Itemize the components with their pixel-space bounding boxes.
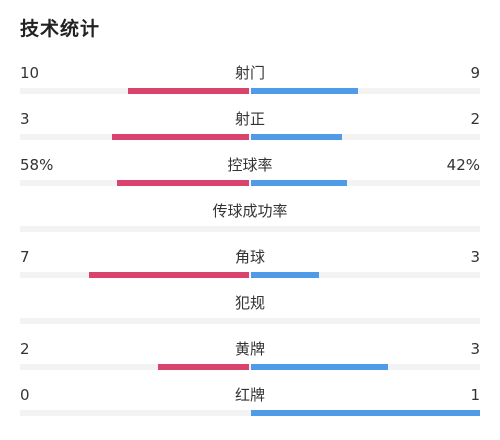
away-value: 42% <box>446 156 480 174</box>
away-value: 9 <box>470 64 480 82</box>
away-value: 1 <box>470 386 480 404</box>
home-bar <box>128 88 249 94</box>
stat-label: 控球率 <box>227 156 273 174</box>
away-bar <box>251 272 319 278</box>
home-bar <box>89 272 249 278</box>
stat-row-corners: 7 角球 3 <box>0 248 500 288</box>
stat-track <box>20 226 480 232</box>
stat-row-red-cards: 0 红牌 1 <box>0 386 500 426</box>
stat-row-fouls: 犯规 <box>0 294 500 334</box>
stat-row-shots: 10 射门 9 <box>0 64 500 104</box>
stat-row-pass-accuracy: 传球成功率 <box>0 202 500 242</box>
stat-label: 红牌 <box>234 386 265 404</box>
stat-row-shots-on-target: 3 射正 2 <box>0 110 500 150</box>
home-value: 10 <box>20 64 40 82</box>
away-bar <box>251 410 480 416</box>
stat-track <box>20 364 480 370</box>
stat-track <box>20 134 480 140</box>
stat-label: 传球成功率 <box>212 202 288 220</box>
stat-label: 犯规 <box>234 294 265 312</box>
away-bar <box>251 180 347 186</box>
stat-label: 射门 <box>234 64 265 82</box>
stat-track <box>20 180 480 186</box>
away-bar <box>251 88 359 94</box>
away-bar <box>251 364 388 370</box>
stat-row-possession: 58% 控球率 42% <box>0 156 500 196</box>
home-value: 0 <box>20 386 30 404</box>
home-bar <box>116 180 249 186</box>
stat-label: 黄牌 <box>234 340 265 358</box>
home-value: 7 <box>20 248 30 266</box>
home-bar <box>112 134 249 140</box>
home-value: 58% <box>20 156 54 174</box>
home-value: 3 <box>20 110 30 128</box>
stat-row-yellow-cards: 2 黄牌 3 <box>0 340 500 380</box>
stat-label: 角球 <box>234 248 265 266</box>
home-value: 2 <box>20 340 30 358</box>
stat-track <box>20 318 480 324</box>
away-value: 2 <box>470 110 480 128</box>
away-bar <box>251 134 342 140</box>
away-value: 3 <box>470 340 480 358</box>
home-bar <box>158 364 249 370</box>
panel-title: 技术统计 <box>20 18 101 40</box>
away-value: 3 <box>470 248 480 266</box>
stat-label: 射正 <box>234 110 265 128</box>
stat-track <box>20 410 480 416</box>
stat-track <box>20 272 480 278</box>
stat-track <box>20 88 480 94</box>
